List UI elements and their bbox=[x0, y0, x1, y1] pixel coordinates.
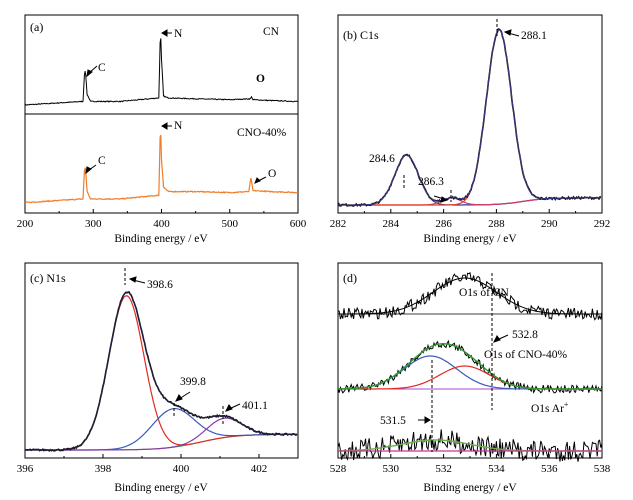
o1s-cno-raw-line bbox=[337, 339, 603, 394]
fit-component-line bbox=[25, 408, 297, 451]
panel-b-curves bbox=[337, 28, 602, 208]
x-tick-label: 536 bbox=[541, 463, 558, 475]
cno-o-peak-label: O bbox=[268, 168, 276, 180]
fit-component-line bbox=[338, 29, 601, 206]
x-tick-label: 398 bbox=[95, 463, 112, 475]
panel-a-annotations bbox=[85, 29, 267, 184]
panel-b-x-axis-label: Binding energy / eV bbox=[423, 233, 517, 245]
cno-c-peak-label: C bbox=[98, 155, 106, 167]
panel-b-frame bbox=[337, 14, 603, 214]
x-tick-label: 532 bbox=[435, 463, 452, 475]
x-tick-label: 400 bbox=[173, 463, 190, 475]
x-tick-label: 396 bbox=[17, 463, 34, 475]
cno-n-peak-label: N bbox=[174, 120, 183, 132]
x-tick-label: 500 bbox=[222, 218, 239, 230]
x-tick-label: 286 bbox=[435, 218, 452, 230]
panel-c-n1s: (c) N1s 396 398 400 402 398.6 399.8 401.1 B… bbox=[17, 262, 299, 494]
panel-c-curves bbox=[24, 291, 298, 452]
n1s-peak-398-label: 398.6 bbox=[147, 279, 173, 291]
x-tick-label: 534 bbox=[488, 463, 505, 475]
panel-b-peak-markers bbox=[403, 19, 498, 202]
panel-d-o1s: (d) 528 530 532 534 536 538 O1s of CN 532.8 O… bbox=[330, 262, 611, 494]
cn-series-label: CN bbox=[263, 26, 280, 38]
panel-a-x-axis-label: Binding energy / eV bbox=[114, 233, 208, 245]
n1s-peak-399-label: 399.8 bbox=[180, 376, 206, 388]
panel-c-frame bbox=[24, 262, 299, 459]
x-tick-label: 282 bbox=[330, 218, 347, 230]
x-tick-label: 600 bbox=[290, 218, 307, 230]
x-tick-label: 538 bbox=[594, 463, 611, 475]
x-tick-label: 530 bbox=[383, 463, 400, 475]
cn-c-peak-label: C bbox=[98, 62, 106, 74]
c1s-peak-286-label: 286.3 bbox=[418, 176, 444, 188]
x-tick-label: 290 bbox=[541, 218, 558, 230]
cn-survey-line bbox=[24, 38, 299, 106]
panel-b-c1s: (b) C1s 282 284 286 288 290 292 284.6 286.3 2… bbox=[330, 14, 611, 245]
panel-d-arrows bbox=[418, 334, 509, 424]
x-tick-label: 402 bbox=[251, 463, 268, 475]
c1s-peak-284-label: 284.6 bbox=[369, 153, 395, 165]
n1s-peak-401-label: 401.1 bbox=[242, 400, 268, 412]
cn-o-peak-label: O bbox=[256, 73, 265, 85]
panel-d-curves bbox=[337, 272, 603, 462]
x-tick-label: 284 bbox=[383, 218, 400, 230]
x-tick-label: 400 bbox=[153, 218, 170, 230]
x-tick-label: 528 bbox=[330, 463, 347, 475]
envelope-line bbox=[338, 29, 601, 206]
panel-d-label: (d) bbox=[343, 271, 357, 285]
raw-data-line bbox=[337, 28, 602, 208]
o1s-cn-label: O1s of CN bbox=[459, 287, 510, 299]
o1s-ar-label: O1s Ar+ bbox=[531, 400, 569, 415]
o1s-cno-envelope-line bbox=[338, 342, 602, 390]
o1s-ar-raw-line bbox=[337, 429, 603, 462]
panel-a-survey-spectra: (a) CN CNO-40% 200 300 400 500 600 C N O C N… bbox=[17, 14, 307, 245]
panel-d-x-ticks: 528 530 532 534 536 538 bbox=[330, 454, 611, 475]
o1s-cn-fit-line bbox=[338, 277, 602, 315]
panel-c-peak-markers bbox=[124, 268, 224, 426]
panel-c-x-axis-label: Binding energy / eV bbox=[114, 482, 208, 494]
panel-c-x-ticks: 396 398 400 402 bbox=[17, 454, 268, 475]
fit-component-line bbox=[25, 417, 297, 451]
o1s-cno-label: O1s of CNO-40% bbox=[484, 349, 567, 361]
c1s-peak-288-label: 288.1 bbox=[521, 30, 547, 42]
panel-b-label: (b) C1s bbox=[343, 28, 379, 42]
panel-b-arrows bbox=[433, 29, 520, 203]
o1s-ar-peak-label: 531.5 bbox=[380, 415, 406, 427]
envelope-line bbox=[25, 291, 297, 451]
panel-c-label: (c) N1s bbox=[30, 271, 66, 285]
panel-d-x-axis-label: Binding energy / eV bbox=[423, 482, 517, 494]
fit-component-line bbox=[25, 295, 297, 451]
background-line bbox=[25, 433, 297, 451]
cno-survey-line bbox=[24, 134, 298, 204]
cn-n-peak-label: N bbox=[174, 28, 183, 40]
panel-c-arrows bbox=[128, 276, 241, 412]
panel-d-peak-markers bbox=[431, 273, 493, 452]
o1s-cn-raw-line bbox=[337, 272, 603, 321]
cno-series-label: CNO-40% bbox=[237, 127, 287, 139]
x-tick-label: 292 bbox=[594, 218, 611, 230]
panel-b-x-ticks: 282 284 286 288 290 292 bbox=[330, 209, 611, 230]
o1s-cno-peak-label: 532.8 bbox=[512, 329, 538, 341]
x-tick-label: 288 bbox=[488, 218, 505, 230]
panel-a-label: (a) bbox=[30, 20, 43, 34]
x-tick-label: 200 bbox=[17, 218, 34, 230]
panel-a-x-ticks: 200 300 400 500 600 bbox=[17, 209, 307, 230]
x-tick-label: 300 bbox=[85, 218, 102, 230]
